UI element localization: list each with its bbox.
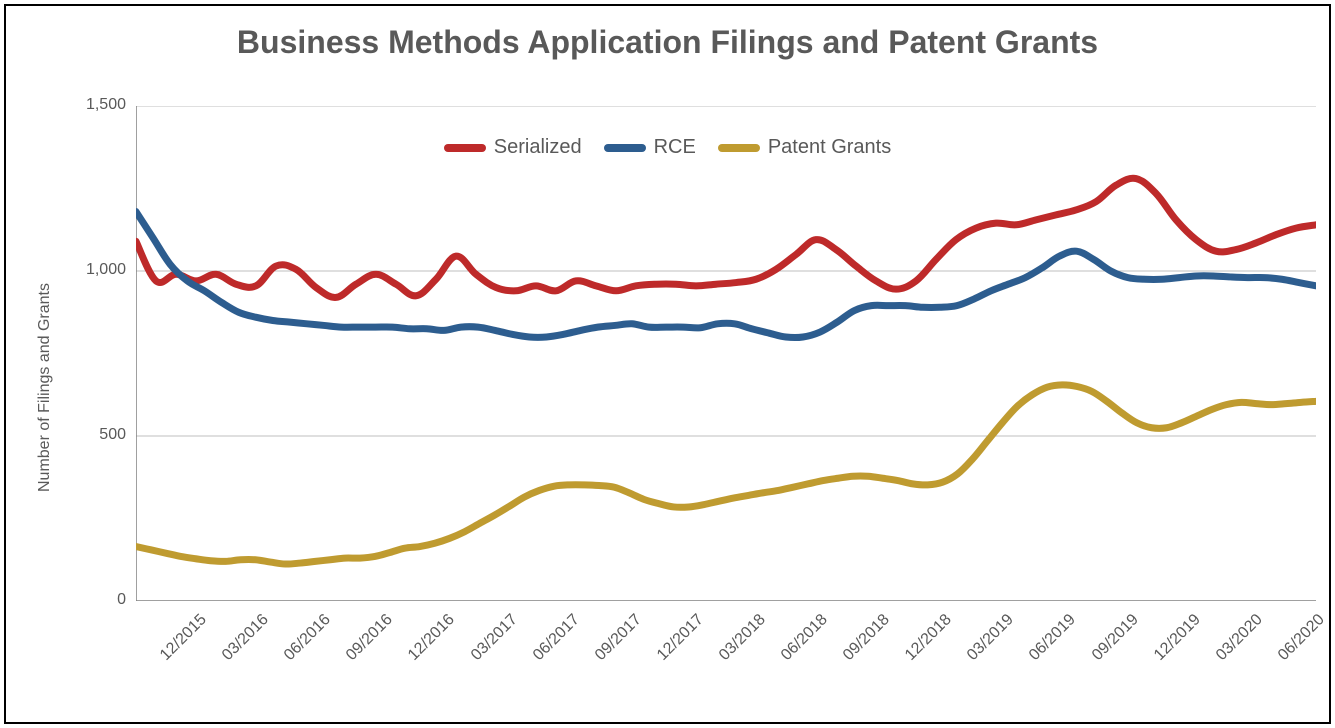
- series-line: [136, 212, 1316, 338]
- x-tick-label: 03/2020: [1213, 611, 1267, 665]
- x-tick-label: 12/2015: [157, 611, 211, 665]
- x-tick-label: 09/2018: [840, 611, 894, 665]
- chart-frame: Business Methods Application Filings and…: [4, 4, 1331, 724]
- x-tick-label: 06/2018: [778, 611, 832, 665]
- x-tick-label: 03/2019: [964, 611, 1018, 665]
- x-tick-label: 09/2019: [1089, 611, 1143, 665]
- x-tick-label: 09/2016: [343, 611, 397, 665]
- series-line: [136, 385, 1316, 564]
- plot-area: [136, 106, 1316, 601]
- x-tick-label: 06/2016: [281, 611, 335, 665]
- x-tick-label: 03/2016: [219, 611, 273, 665]
- x-tick-label: 03/2017: [467, 611, 521, 665]
- y-axis-label: Number of Filings and Grants: [36, 283, 54, 492]
- chart-title: Business Methods Application Filings and…: [6, 24, 1329, 61]
- x-tick-label: 09/2017: [592, 611, 646, 665]
- y-tick-label: 500: [66, 426, 126, 444]
- x-tick-label: 03/2018: [716, 611, 770, 665]
- x-tick-label: 06/2017: [530, 611, 584, 665]
- x-tick-label: 06/2019: [1026, 611, 1080, 665]
- x-tick-label: 12/2016: [405, 611, 459, 665]
- x-tick-label: 12/2019: [1151, 611, 1205, 665]
- x-tick-label: 06/2020: [1275, 611, 1329, 665]
- y-tick-label: 1,500: [66, 96, 126, 114]
- y-tick-label: 1,000: [66, 261, 126, 279]
- x-tick-label: 12/2018: [902, 611, 956, 665]
- x-tick-label: 12/2017: [654, 611, 708, 665]
- y-tick-label: 0: [66, 591, 126, 609]
